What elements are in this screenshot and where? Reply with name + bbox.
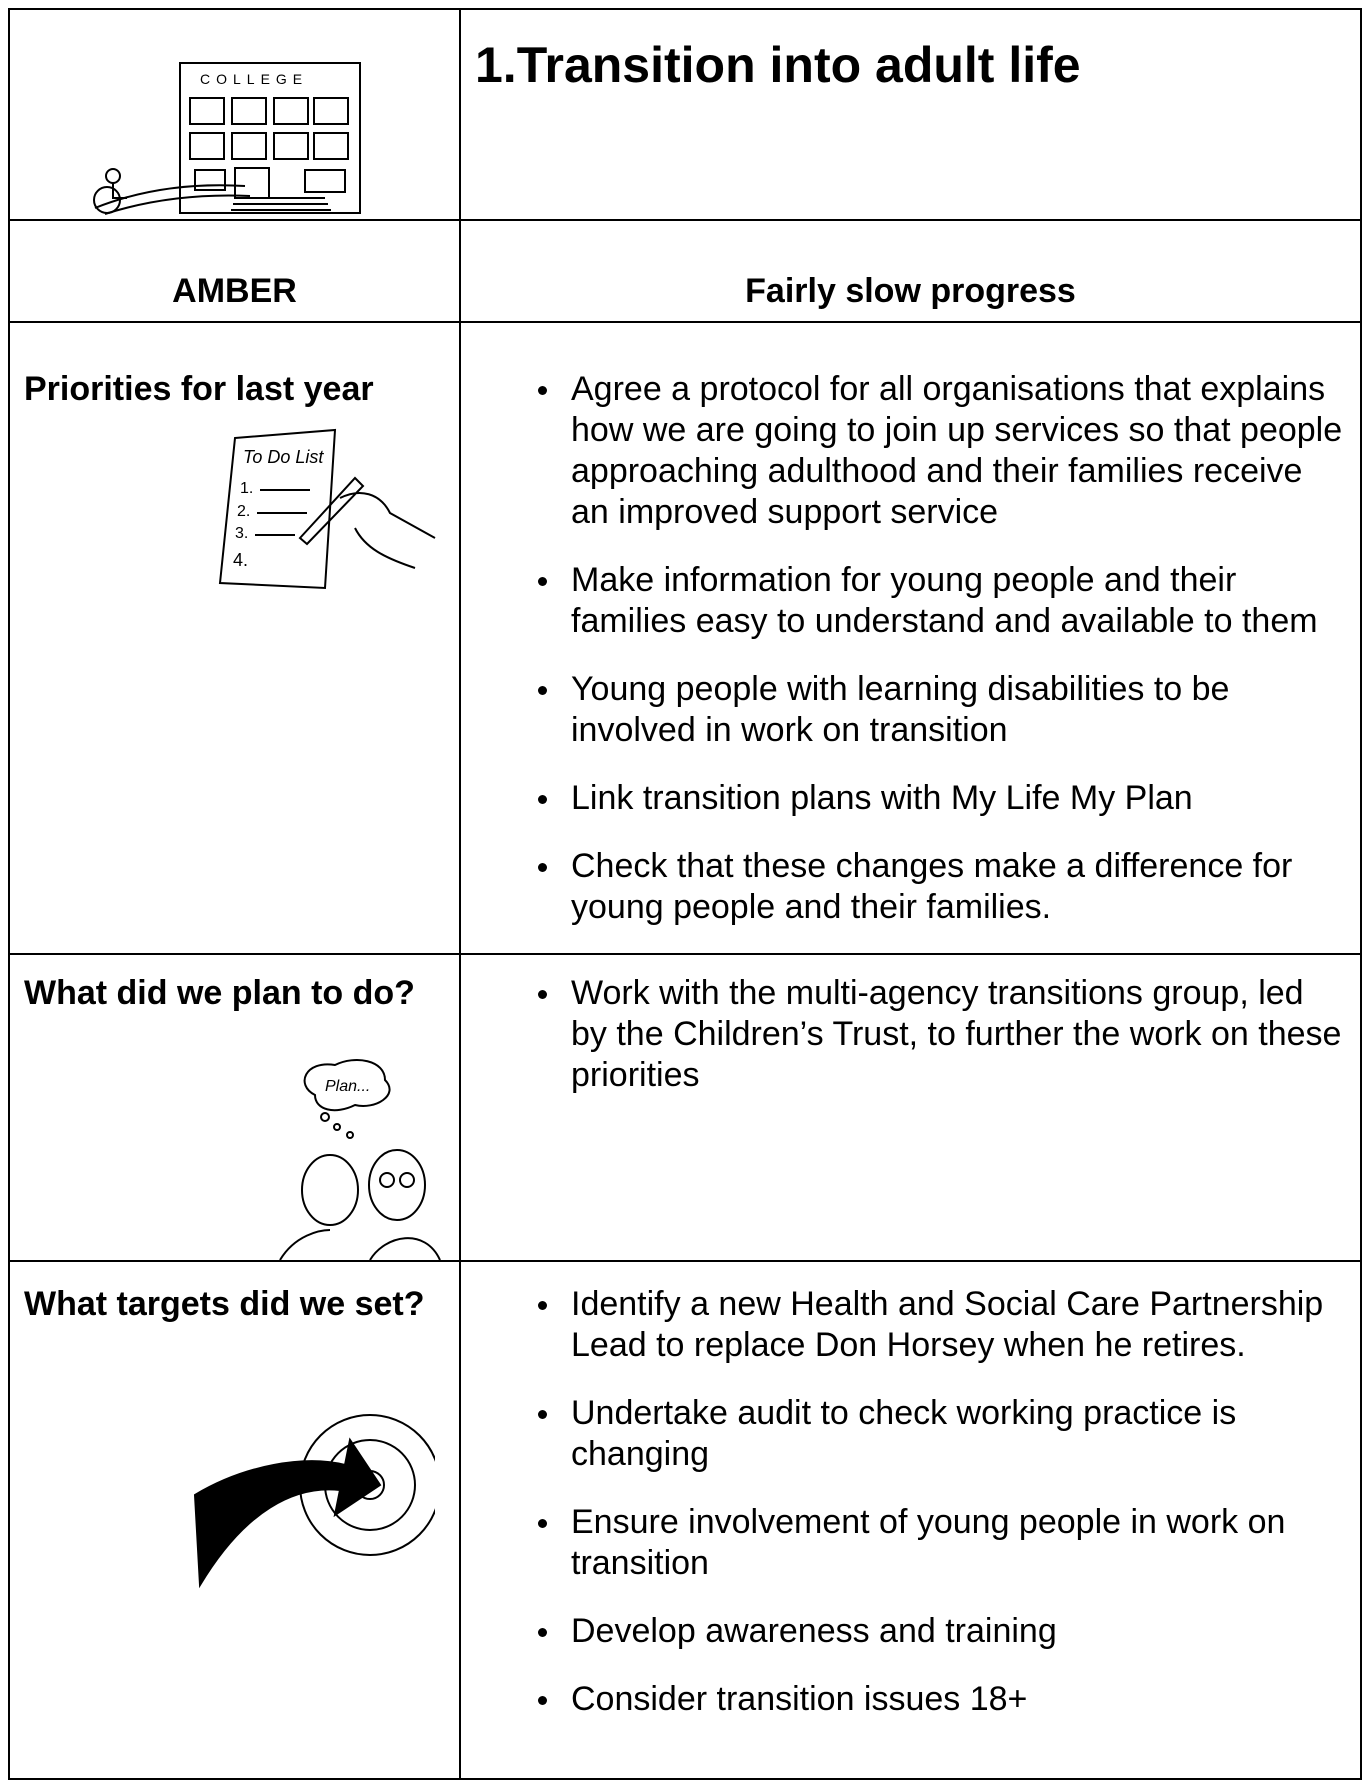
- section-heading-cell: Priorities for last year To Do List 1. 2…: [8, 321, 461, 955]
- section-heading: Priorities for last year: [24, 370, 374, 408]
- status: AMBER: [172, 272, 297, 310]
- svg-text:3.: 3.: [235, 525, 248, 542]
- bullet-item: Work with the multi-agency transitions g…: [538, 973, 1346, 1096]
- bullet-list: Agree a protocol for all organisations t…: [461, 369, 1360, 928]
- svg-text:COLLEGE: COLLEGE: [200, 71, 308, 87]
- section-heading-cell: What targets did we set?: [8, 1260, 461, 1780]
- section-heading: What did we plan to do?: [24, 974, 415, 1012]
- college-sketch: COLLEGE: [93, 62, 361, 215]
- status-cell: AMBER: [8, 219, 461, 323]
- title-cell: 1.Transition into adult life: [459, 8, 1362, 221]
- section-heading: What targets did we set?: [24, 1285, 425, 1323]
- page-title: 1.Transition into adult life: [475, 37, 1081, 93]
- bullet-item: Undertake audit to check working practic…: [538, 1393, 1346, 1475]
- page: COLLEGE 1.Transition into adult life AMB…: [8, 8, 1362, 1780]
- bullet-item: Consider transition issues 18+: [538, 1679, 1346, 1720]
- bullet-item: Young people with learning disabilities …: [538, 669, 1346, 751]
- svg-text:1.: 1.: [240, 480, 253, 497]
- bullet-item: Identify a new Health and Social Care Pa…: [538, 1284, 1346, 1366]
- bullet-list: Work with the multi-agency transitions g…: [461, 973, 1360, 1096]
- bullet-list: Identify a new Health and Social Care Pa…: [461, 1284, 1360, 1720]
- svg-text:2.: 2.: [237, 503, 250, 520]
- svg-text:Plan...: Plan...: [325, 1078, 370, 1095]
- section-cell: Identify a new Health and Social Care Pa…: [459, 1260, 1362, 1780]
- plan-sketch: Plan...: [279, 1059, 441, 1260]
- bullet-item: Develop awareness and training: [538, 1611, 1346, 1652]
- section-cell: Work with the multi-agency transitions g…: [459, 953, 1362, 1262]
- bullet-item: Agree a protocol for all organisations t…: [538, 369, 1346, 533]
- bullet-item: Check that these changes make a differen…: [538, 846, 1346, 928]
- todo-list-sketch: To Do List 1. 2. 3. 4.: [218, 428, 436, 590]
- svg-text:To Do List: To Do List: [243, 447, 324, 467]
- section-heading-cell: What did we plan to do? Plan...: [8, 953, 461, 1262]
- bullet-item: Make information for young people and th…: [538, 560, 1346, 642]
- section-cell: Agree a protocol for all organisations t…: [459, 321, 1362, 955]
- progress: Fairly slow progress: [745, 272, 1076, 310]
- svg-text:4.: 4.: [233, 550, 248, 570]
- picture-cell: COLLEGE: [8, 8, 461, 221]
- progress-cell: Fairly slow progress: [459, 219, 1362, 323]
- bullet-item: Link transition plans with My Life My Pl…: [538, 778, 1346, 819]
- bullet-item: Ensure involvement of young people in wo…: [538, 1502, 1346, 1584]
- target-sketch: [193, 1414, 435, 1589]
